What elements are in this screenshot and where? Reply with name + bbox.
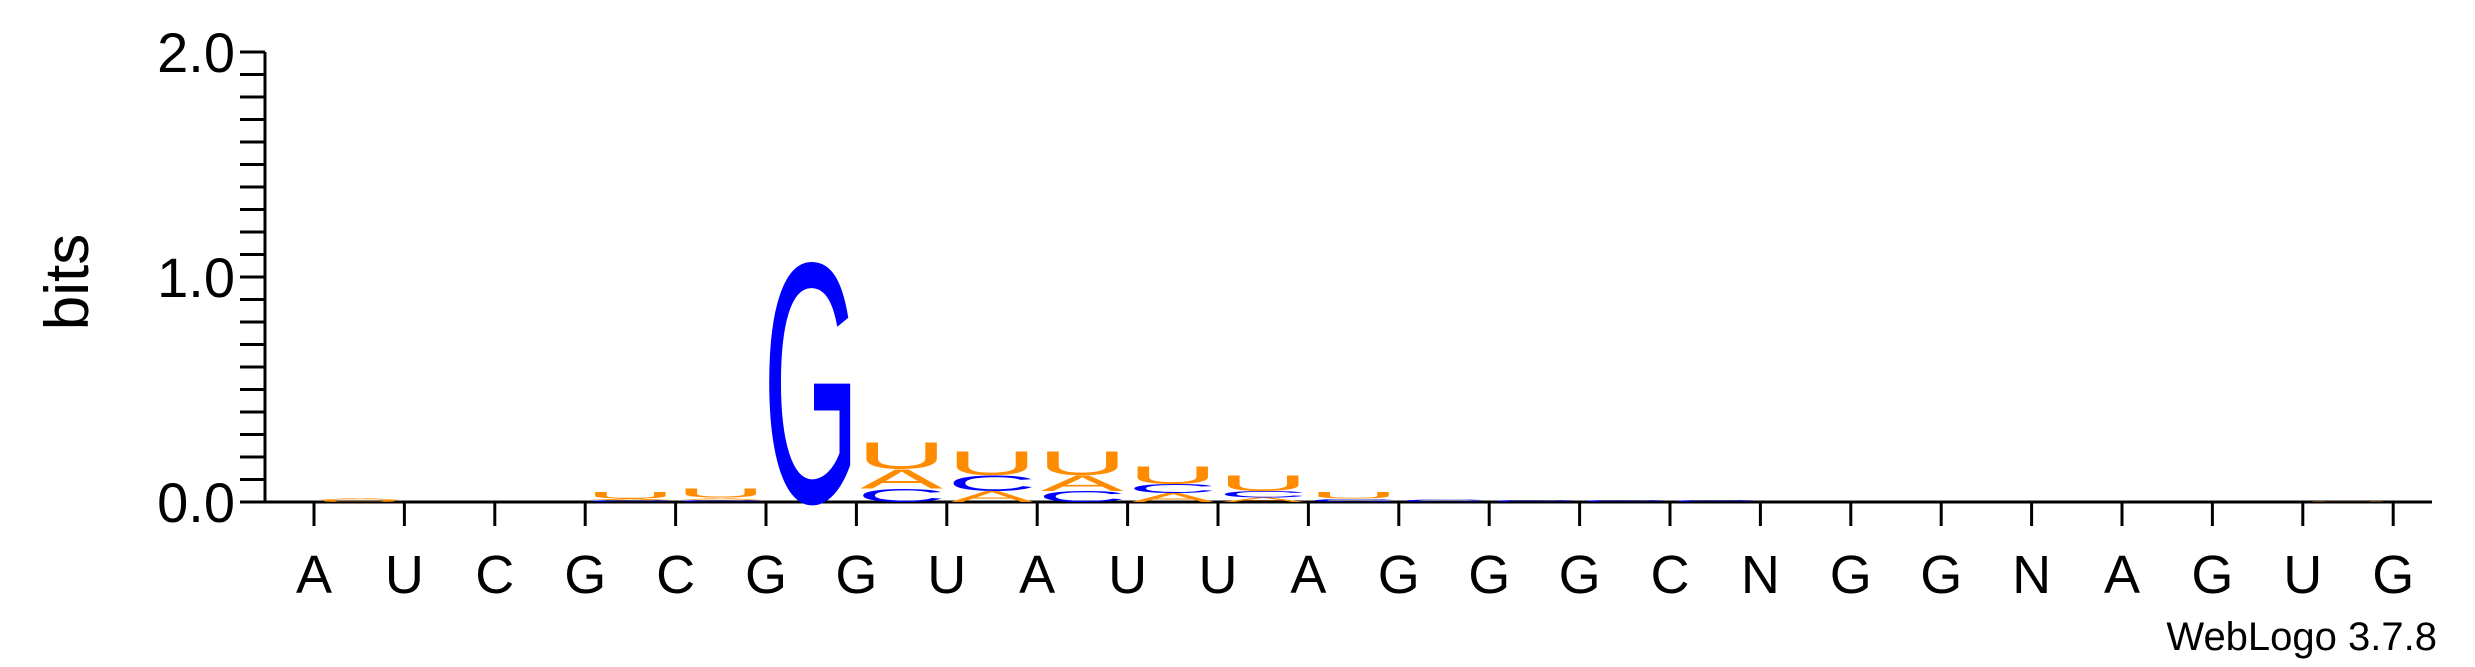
- logo-letter-u: U: [857, 435, 947, 477]
- logo-letter-a: A: [1041, 471, 1125, 496]
- logo-letter-c: C: [1218, 489, 1308, 500]
- x-tick-label: U: [385, 545, 424, 605]
- x-tick-label: G: [1559, 545, 1601, 605]
- x-tick-label: G: [1378, 545, 1420, 605]
- logo-letter-a: A: [679, 497, 762, 500]
- x-tick-label: C: [656, 545, 695, 605]
- logo-letter-c: C: [857, 485, 947, 506]
- logo-letter-c: C: [1580, 499, 1670, 502]
- logo-letter-u: U: [1218, 471, 1308, 496]
- x-tick-label: U: [1108, 545, 1147, 605]
- x-tick-label: G: [1830, 545, 1872, 605]
- logo-letter-c: C: [676, 499, 766, 502]
- y-axis: 0.0 1.0 2.0: [157, 21, 267, 534]
- logo-letter-c: C: [1670, 500, 1760, 503]
- x-tick-label: A: [1019, 545, 1055, 605]
- y-tick-label: 2.0: [157, 21, 235, 84]
- x-tick-label: U: [1199, 545, 1238, 605]
- x-tick-label: G: [2372, 545, 2414, 605]
- y-tick-label: 1.0: [157, 246, 235, 309]
- y-axis-label: bits: [33, 234, 102, 330]
- logo-letter-c: C: [1309, 498, 1399, 503]
- x-tick-label: A: [1290, 545, 1326, 605]
- x-tick-label: C: [1651, 545, 1690, 605]
- logo-letter-u: U: [676, 486, 766, 500]
- logo-letter-a: A: [589, 498, 672, 500]
- x-tick-label: G: [745, 545, 787, 605]
- x-tick-label: G: [1920, 545, 1962, 605]
- logo-letter-c: C: [1128, 482, 1218, 496]
- logo-letter-c: C: [1038, 488, 1128, 506]
- x-tick-label: G: [1468, 545, 1510, 605]
- logo-letter-a: A: [860, 463, 943, 494]
- logo-letter-c: C: [1490, 499, 1580, 502]
- x-tick-label: A: [296, 545, 332, 605]
- logo-letter-u: U: [314, 499, 404, 502]
- x-tick-label: C: [475, 545, 514, 605]
- logo-letter-u: U: [1309, 490, 1399, 501]
- logo-letter-g: G: [763, 191, 859, 575]
- x-tick-label: U: [927, 545, 966, 605]
- logo-letter-u: U: [1038, 444, 1128, 482]
- x-tick-label: G: [2191, 545, 2233, 605]
- logo-letter-u: U: [586, 490, 676, 501]
- logo-letter-c: C: [1399, 499, 1489, 503]
- logo-letter-u: U: [947, 444, 1037, 482]
- x-tick-label: U: [2283, 545, 2322, 605]
- logo-letter-a: A: [1131, 491, 1214, 505]
- y-tick-label: 0.0: [157, 471, 235, 534]
- logo-letter-a: A: [951, 488, 1034, 506]
- logo-letter-u: U: [2303, 501, 2393, 502]
- x-tick-label: G: [835, 545, 877, 605]
- logo-letter-a: A: [318, 497, 401, 500]
- x-tick-label: N: [1741, 545, 1780, 605]
- x-tick-label: G: [564, 545, 606, 605]
- x-tick-label: A: [2104, 545, 2140, 605]
- logo-letter-a: A: [1222, 496, 1305, 503]
- x-tick-label: N: [2012, 545, 2051, 605]
- logo-letter-u: U: [1128, 461, 1218, 489]
- logo-letter-c: C: [947, 471, 1037, 496]
- weblogo-version-label: WebLogo 3.7.8: [2166, 615, 2437, 659]
- logo-letter-c: C: [586, 499, 676, 502]
